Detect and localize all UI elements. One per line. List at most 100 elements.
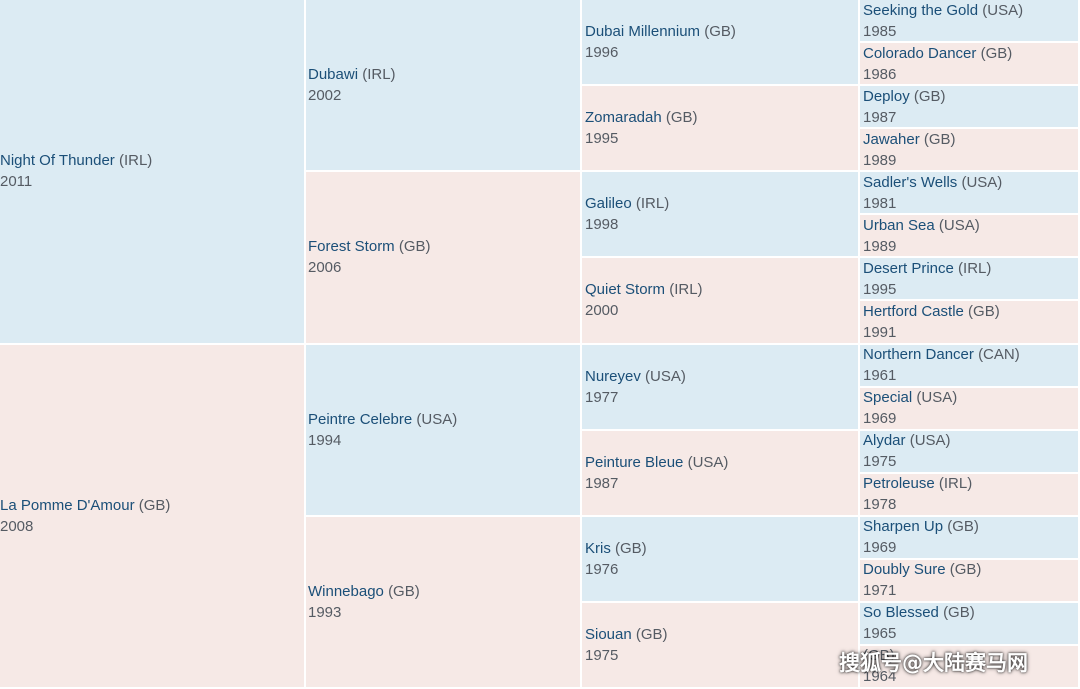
country-code: (GB) xyxy=(913,87,946,105)
horse-name-link[interactable]: Sharpen Up xyxy=(863,518,944,536)
pedigree-cell: Alydar (USA) 1975 xyxy=(860,430,1080,474)
horse-name-link[interactable]: Colorado Dancer xyxy=(863,44,977,62)
horse-name-link[interactable]: Sadler's Wells xyxy=(863,173,958,191)
country-code: (IRL) xyxy=(938,475,973,493)
horse-name-link[interactable]: Galileo xyxy=(585,195,632,213)
birth-year: 1971 xyxy=(863,582,897,600)
horse-name-link[interactable]: Deploy xyxy=(863,87,910,105)
pedigree-cell: Deploy (GB) 1987 xyxy=(860,86,1080,130)
horse-name-link[interactable]: Alydar xyxy=(863,432,906,450)
pedigree-cell: Petroleuse (IRL) 1978 xyxy=(860,473,1080,517)
horse-name-link[interactable]: La Pomme D'Amour xyxy=(0,496,135,514)
horse-name-link[interactable]: Peintre Celebre xyxy=(308,410,413,428)
pedigree-cell: Peinture Bleue (USA) 1987 xyxy=(582,430,860,517)
country-code: (GB) xyxy=(949,561,982,579)
pedigree-cell: Jawaher (GB) 1989 xyxy=(860,129,1080,173)
horse-name-link[interactable]: Doubly Sure xyxy=(863,561,946,579)
pedigree-cell: Urban Sea (USA) 1989 xyxy=(860,215,1080,259)
horse-name-link[interactable]: So Blessed xyxy=(863,604,939,622)
watermark: 搜狐号@大陆赛马网 xyxy=(839,651,1028,675)
country-code: (IRL) xyxy=(635,195,670,213)
horse-name-link[interactable]: Zomaradah xyxy=(585,109,662,127)
birth-year: 1989 xyxy=(863,151,897,169)
pedigree-cell: Doubly Sure (GB) 1971 xyxy=(860,559,1080,603)
country-code: (USA) xyxy=(982,1,1024,19)
pedigree-cell: Zomaradah (GB) 1995 xyxy=(582,86,860,173)
pedigree-cell: Dubai Millennium (GB) 1996 xyxy=(582,0,860,87)
birth-year: 1986 xyxy=(863,65,897,83)
pedigree-cell: Peintre Celebre (USA) 1994 xyxy=(306,344,582,517)
pedigree-cell: Winnebago (GB) 1993 xyxy=(306,516,582,689)
horse-name-link[interactable]: Dubawi xyxy=(308,66,359,84)
horse-name-link[interactable]: Quiet Storm xyxy=(585,281,666,299)
pedigree-cell: Sadler's Wells (USA) 1981 xyxy=(860,172,1080,216)
country-code: (IRL) xyxy=(669,281,703,299)
country-code: (GB) xyxy=(388,582,420,600)
country-code: (GB) xyxy=(947,518,979,536)
country-code: (USA) xyxy=(916,389,958,407)
birth-year: 1965 xyxy=(863,625,897,643)
country-code: (GB) xyxy=(980,44,1013,62)
birth-year: 1975 xyxy=(863,453,897,471)
horse-name-link[interactable]: Special xyxy=(863,389,913,407)
birth-year: 1995 xyxy=(585,130,619,148)
pedigree-cell: (GB) 1964 xyxy=(860,645,1080,689)
pedigree-cell: Nureyev (USA) 1977 xyxy=(582,344,860,431)
horse-name-link[interactable]: Jawaher xyxy=(863,130,920,148)
pedigree-cell: Kris (GB) 1976 xyxy=(582,516,860,603)
horse-name-link[interactable]: Urban Sea xyxy=(863,216,935,234)
sire-cell: Night Of Thunder (IRL) 2011 xyxy=(0,0,306,345)
country-code: (USA) xyxy=(961,173,1003,191)
horse-name-link[interactable]: Forest Storm xyxy=(308,238,395,256)
birth-year: 1996 xyxy=(585,44,619,62)
country-code: (USA) xyxy=(687,453,729,471)
horse-name-link[interactable]: Petroleuse xyxy=(863,475,935,493)
pedigree-cell: Special (USA) 1969 xyxy=(860,387,1080,431)
birth-year: 1987 xyxy=(585,474,619,492)
pedigree-cell: Siouan (GB) 1975 xyxy=(582,602,860,689)
birth-year: 2006 xyxy=(308,259,342,277)
horse-name-link[interactable]: Peinture Bleue xyxy=(585,453,684,471)
birth-year: 1989 xyxy=(863,237,897,255)
country-code: (GB) xyxy=(968,302,1000,320)
birth-year: 1969 xyxy=(863,539,897,557)
birth-year: 1998 xyxy=(585,216,619,234)
country-code: (GB) xyxy=(943,604,975,622)
pedigree-cell: Dubawi (IRL) 2002 xyxy=(306,0,582,173)
birth-year: 1978 xyxy=(863,496,897,514)
country-code: (GB) xyxy=(615,539,647,557)
country-code: (GB) xyxy=(923,130,956,148)
birth-year: 1991 xyxy=(863,323,897,341)
horse-name-link[interactable]: Winnebago xyxy=(308,582,384,600)
country-code: (USA) xyxy=(938,216,980,234)
horse-name-link[interactable]: Desert Prince xyxy=(863,259,954,277)
country-code: (GB) xyxy=(863,647,895,665)
birth-year: 1993 xyxy=(308,603,342,621)
birth-year: 1961 xyxy=(863,367,897,385)
pedigree-cell: Desert Prince (IRL) 1995 xyxy=(860,258,1080,302)
birth-year: 1969 xyxy=(863,410,897,428)
horse-name-link[interactable]: Siouan xyxy=(585,625,632,643)
birth-year: 2002 xyxy=(308,87,342,105)
pedigree-cell: Northern Dancer (CAN) 1961 xyxy=(860,344,1080,388)
pedigree-cell: Colorado Dancer (GB) 1986 xyxy=(860,43,1080,87)
pedigree-cell: Seeking the Gold (USA) 1985 xyxy=(860,0,1080,44)
horse-name-link[interactable]: Night Of Thunder xyxy=(0,152,115,170)
horse-name-link[interactable]: Northern Dancer xyxy=(863,346,974,364)
country-code: (GB) xyxy=(138,496,171,514)
horse-name-link[interactable]: Seeking the Gold xyxy=(863,1,979,19)
birth-year: 2008 xyxy=(0,517,34,535)
horse-name-link[interactable]: Nureyev xyxy=(585,367,641,385)
horse-name-link[interactable]: Dubai Millennium xyxy=(585,23,701,41)
pedigree-cell: Sharpen Up (GB) 1969 xyxy=(860,516,1080,560)
birth-year: 2000 xyxy=(585,302,619,320)
pedigree-cell: Hertford Castle (GB) 1991 xyxy=(860,301,1080,345)
country-code: (GB) xyxy=(665,109,698,127)
country-code: (GB) xyxy=(635,625,668,643)
birth-year: 1977 xyxy=(585,388,619,406)
horse-name-link[interactable]: Hertford Castle xyxy=(863,302,964,320)
country-code: (IRL) xyxy=(362,66,396,84)
horse-name-link[interactable]: Kris xyxy=(585,539,611,557)
country-code: (USA) xyxy=(909,432,951,450)
